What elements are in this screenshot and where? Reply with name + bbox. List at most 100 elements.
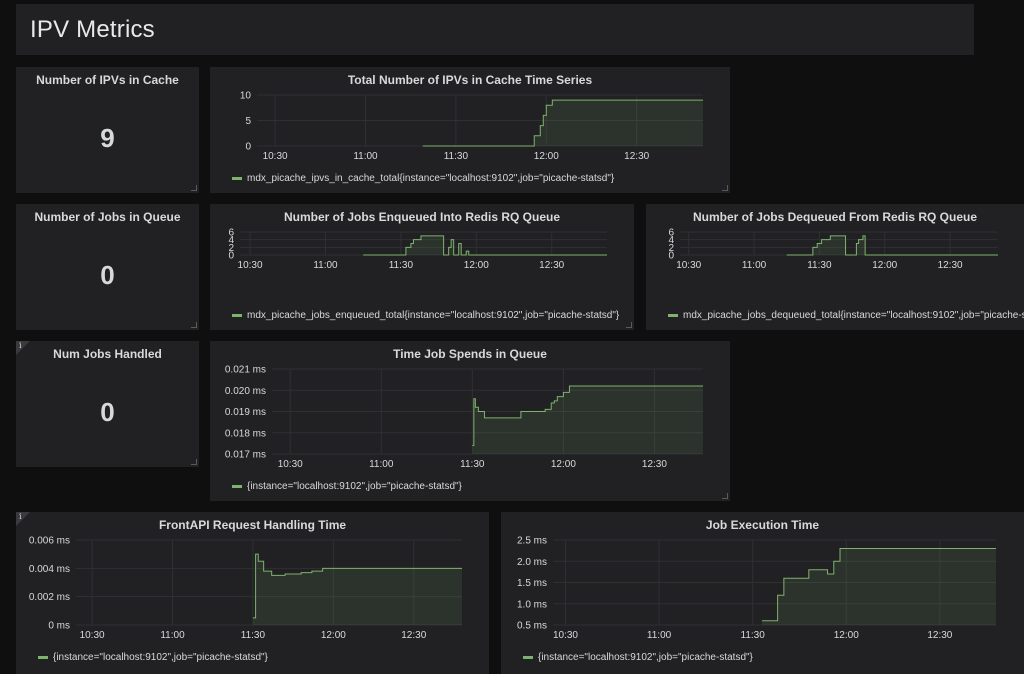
x-tick-label: 11:30 — [460, 459, 485, 470]
stat-panel-jobs-in-queue[interactable]: Number of Jobs in Queue 0 — [16, 204, 199, 330]
y-tick-label: 0 ms — [48, 621, 70, 632]
series-line — [472, 385, 703, 446]
series-line — [422, 99, 703, 147]
y-tick-label: 1.5 ms — [517, 578, 547, 589]
info-corner[interactable] — [16, 341, 30, 355]
y-tick-label: 0.020 ms — [225, 386, 266, 397]
y-tick-label: 2.5 ms — [517, 536, 547, 547]
series-area — [252, 554, 462, 625]
resize-handle[interactable] — [191, 185, 197, 191]
graph-panel-jobs-enqueued[interactable]: Number of Jobs Enqueued Into Redis RQ Qu… — [210, 204, 634, 330]
y-tick-label: 0.004 ms — [29, 564, 70, 575]
resize-handle[interactable] — [722, 493, 728, 499]
legend-item[interactable]: mdx_picache_ipvs_in_cache_total{instance… — [232, 173, 614, 184]
y-tick-label: 1.0 ms — [517, 599, 547, 610]
y-tick-label: 0.018 ms — [225, 428, 266, 439]
resize-handle[interactable] — [626, 322, 632, 328]
x-tick-label: 11:00 — [160, 630, 185, 641]
y-tick-label: 6 — [228, 228, 234, 239]
x-tick-label: 12:30 — [401, 630, 426, 641]
info-icon[interactable]: i — [19, 341, 22, 350]
x-tick-label: 12:30 — [927, 630, 952, 641]
stat-value: 0 — [100, 397, 115, 427]
x-tick-label: 10:30 — [263, 151, 288, 162]
x-tick-label: 11:00 — [353, 151, 378, 162]
panel-title[interactable]: Number of IPVs in Cache — [36, 73, 179, 87]
x-tick-label: 12:00 — [834, 630, 859, 641]
legend-label: mdx_picache_jobs_enqueued_total{instance… — [247, 310, 620, 321]
resize-handle[interactable] — [191, 459, 197, 465]
y-tick-label: 0 — [245, 142, 251, 153]
series-area — [762, 548, 996, 625]
x-tick-label: 10:30 — [80, 630, 105, 641]
panel-title[interactable]: Num Jobs Handled — [53, 347, 162, 361]
x-tick-label: 10:30 — [238, 260, 263, 271]
legend-swatch — [232, 485, 242, 488]
y-tick-label: 0.021 ms — [225, 365, 266, 376]
x-tick-label: 11:30 — [444, 151, 469, 162]
x-tick-label: 12:30 — [938, 260, 963, 271]
stat-panel-jobs-handled[interactable]: i Num Jobs Handled 0 — [16, 341, 199, 467]
panel-title[interactable]: FrontAPI Request Handling Time — [158, 518, 347, 532]
panel-title[interactable]: Time Job Spends in Queue — [393, 347, 547, 361]
graph-panel-exec-time[interactable]: Job Execution Time 0.5 ms 1.0 ms 1.5 ms 2.0… — [501, 512, 1024, 674]
y-tick-label: 4 — [668, 235, 674, 246]
legend-swatch — [668, 314, 678, 317]
legend-item[interactable]: {instance="localhost:9102",job="picache-… — [38, 652, 268, 663]
info-icon[interactable]: i — [19, 512, 22, 521]
x-tick-label: 11:00 — [742, 260, 767, 271]
legend-label: {instance="localhost:9102",job="picache-… — [53, 652, 268, 663]
legend-swatch — [523, 656, 533, 659]
legend-swatch — [38, 656, 48, 659]
stat-value: 9 — [100, 123, 115, 153]
graph-panel-queue-time[interactable]: Time Job Spends in Queue 0.017 ms 0.018 m… — [210, 341, 730, 501]
dashboard-title: IPV Metrics — [30, 15, 155, 43]
graph-panel-ipvs-timeseries[interactable]: Total Number of IPVs in Cache Time Serie… — [210, 67, 730, 193]
graph-panel-frontapi-time[interactable]: i FrontAPI Request Handling Time 0 ms 0.0… — [16, 512, 489, 674]
series-area — [786, 235, 998, 255]
legend-item[interactable]: mdx_picache_jobs_enqueued_total{instance… — [232, 310, 619, 321]
legend-label: {instance="localhost:9102",job="picache-… — [538, 652, 753, 663]
series-line — [363, 235, 607, 256]
chart-svg: 0.017 ms 0.018 ms 0.019 ms 0.020 ms 0.021 ms… — [225, 365, 703, 470]
x-tick-label: 11:00 — [647, 630, 672, 641]
y-tick-label: 6 — [668, 228, 674, 239]
y-tick-label: 5 — [245, 116, 251, 127]
y-tick-label: 0 — [668, 251, 674, 262]
y-tick-label: 4 — [228, 235, 234, 246]
info-corner[interactable] — [16, 512, 30, 526]
y-tick-label: 0.006 ms — [29, 536, 70, 547]
legend-item[interactable]: {instance="localhost:9102",job="picache-… — [523, 652, 753, 663]
y-tick-label: 0.5 ms — [517, 621, 547, 632]
x-tick-label: 11:00 — [369, 459, 394, 470]
panel-title[interactable]: Total Number of IPVs in Cache Time Serie… — [347, 73, 593, 87]
legend-swatch — [232, 177, 242, 180]
x-tick-label: 12:00 — [321, 630, 346, 641]
series-area — [422, 100, 703, 146]
legend-item[interactable]: {instance="localhost:9102",job="picache-… — [232, 481, 462, 492]
x-tick-label: 12:30 — [624, 151, 649, 162]
x-tick-label: 12:00 — [872, 260, 897, 271]
x-tick-label: 11:30 — [741, 630, 766, 641]
chart-svg: 0.5 ms 1.0 ms 1.5 ms 2.0 ms 2.5 ms 10:30 11:00… — [517, 536, 996, 641]
x-tick-label: 10:30 — [676, 260, 701, 271]
resize-handle[interactable] — [191, 322, 197, 328]
resize-handle[interactable] — [722, 185, 728, 191]
y-tick-label: 2 — [228, 243, 234, 254]
x-tick-label: 12:30 — [642, 459, 667, 470]
stat-panel-ipvs-in-cache[interactable]: Number of IPVs in Cache 9 — [16, 67, 199, 193]
dashboard-title-bar: IPV Metrics — [16, 4, 974, 55]
series-area — [472, 386, 703, 454]
panel-title[interactable]: Number of Jobs in Queue — [34, 210, 181, 224]
series-area — [363, 235, 607, 255]
legend-item[interactable]: mdx_picache_jobs_dequeued_total{instance… — [668, 310, 1024, 321]
panel-title[interactable]: Number of Jobs Enqueued Into Redis RQ Qu… — [283, 210, 561, 224]
x-tick-label: 11:30 — [241, 630, 266, 641]
x-tick-label: 12:30 — [539, 260, 564, 271]
graph-panel-jobs-dequeued[interactable]: Number of Jobs Dequeued From Redis RQ Qu… — [646, 204, 1024, 330]
panel-title[interactable]: Number of Jobs Dequeued From Redis RQ Qu… — [692, 210, 978, 224]
x-tick-label: 10:30 — [553, 630, 578, 641]
y-tick-label: 10 — [240, 91, 252, 102]
panel-title[interactable]: Job Execution Time — [705, 518, 820, 532]
